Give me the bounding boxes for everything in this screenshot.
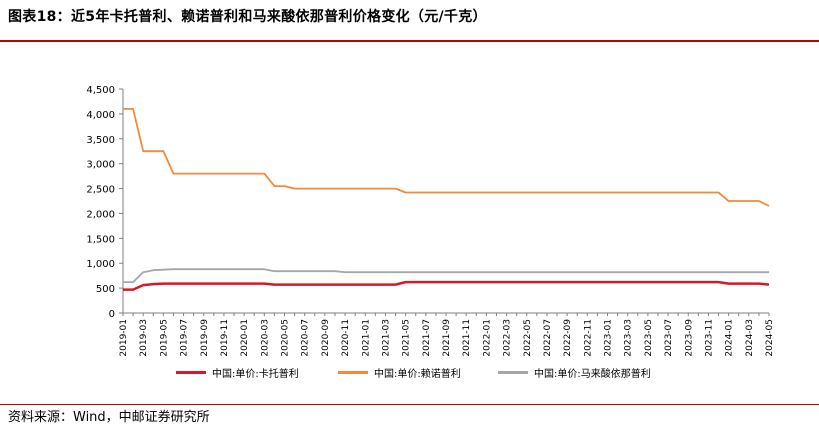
x-tick-label: 2021-03	[381, 319, 391, 357]
y-tick-label: 4,000	[86, 110, 115, 121]
x-tick-label: 2020-01	[240, 319, 250, 357]
y-tick-label: 2,500	[86, 185, 115, 196]
x-tick-label: 2022-03	[503, 319, 513, 357]
x-tick-label: 2023-05	[644, 319, 654, 357]
x-tick-label: 2022-05	[523, 319, 533, 357]
x-tick-label: 2023-07	[664, 319, 674, 357]
y-tick-label: 1,000	[86, 259, 115, 270]
x-tick-label: 2023-03	[624, 319, 634, 357]
legend-item-captopril: 中国:单价:卡托普利	[176, 365, 299, 380]
y-axis: 0 500 1,000 1,500 2,000 2,500 3,000 3,500 4,000 4…	[86, 85, 124, 320]
x-tick-label: 2022-09	[563, 319, 573, 357]
lisinopril-line	[123, 108, 770, 207]
y-tick-label: 3,000	[86, 160, 115, 171]
x-tick-label: 2020-09	[321, 319, 331, 357]
x-tick-label: 2023-01	[604, 319, 614, 357]
captopril-line	[123, 280, 770, 291]
x-tick-label: 2021-05	[402, 319, 412, 357]
y-tick-label: 3,500	[86, 135, 115, 146]
title-underline	[0, 40, 819, 42]
x-tick-label: 2019-09	[200, 319, 210, 357]
x-tick-label: 2019-11	[220, 319, 230, 357]
x-tick-label: 2021-07	[422, 319, 432, 357]
legend-item-lisinopril: 中国:单价:赖诺普利	[338, 365, 461, 380]
legend-item-enalapril: 中国:单价:马来酸依那普利	[498, 365, 651, 380]
legend-label-enalapril: 中国:单价:马来酸依那普利	[534, 368, 651, 380]
source-divider	[0, 404, 819, 405]
series-layer	[123, 108, 770, 291]
x-tick-label: 2021-11	[462, 319, 472, 357]
x-tick-label: 2022-11	[583, 319, 593, 357]
x-tick-label: 2019-01	[119, 319, 129, 357]
y-tick-label: 0	[109, 309, 115, 320]
x-tick-label: 2024-05	[765, 319, 775, 357]
x-tick-label: 2019-05	[159, 319, 169, 357]
y-tick-label: 500	[96, 284, 115, 295]
x-tick-label: 2021-09	[442, 319, 452, 357]
x-tick-label: 2020-11	[341, 319, 351, 357]
x-tick-label: 2019-03	[139, 319, 149, 357]
x-axis: 2019-01 2019-03 2019-05 2019-07 2019-09 2019-…	[119, 312, 775, 357]
x-tick-label: 2020-03	[260, 319, 270, 357]
legend-swatch-captopril	[176, 370, 206, 374]
x-tick-label: 2024-01	[725, 319, 735, 357]
x-tick-label: 2022-07	[543, 319, 553, 357]
x-tick-label: 2023-11	[704, 319, 714, 357]
y-tick-label: 1,500	[86, 234, 115, 245]
legend-swatch-enalapril	[498, 370, 528, 374]
legend-swatch-lisinopril	[338, 370, 368, 374]
x-tick-label: 2019-07	[180, 319, 190, 357]
y-tick-label: 4,500	[86, 85, 115, 96]
x-tick-label: 2020-05	[281, 319, 291, 357]
x-tick-label: 2024-03	[745, 319, 755, 357]
figure-title: 图表18：近5年卡托普利、赖诺普利和马来酸依那普利价格变化（元/千克）	[8, 9, 487, 25]
x-tick-label: 2020-07	[301, 319, 311, 357]
y-tick-label: 2,000	[86, 209, 115, 220]
x-tick-label: 2023-09	[684, 319, 694, 357]
source-note: 资料来源：Wind，中邮证券研究所	[8, 410, 210, 425]
legend-label-lisinopril: 中国:单价:赖诺普利	[374, 368, 461, 380]
enalapril-line	[123, 268, 769, 283]
x-tick-label: 2021-01	[361, 319, 371, 357]
legend-label-captopril: 中国:单价:卡托普利	[212, 368, 299, 380]
x-tick-label: 2022-01	[482, 319, 492, 357]
